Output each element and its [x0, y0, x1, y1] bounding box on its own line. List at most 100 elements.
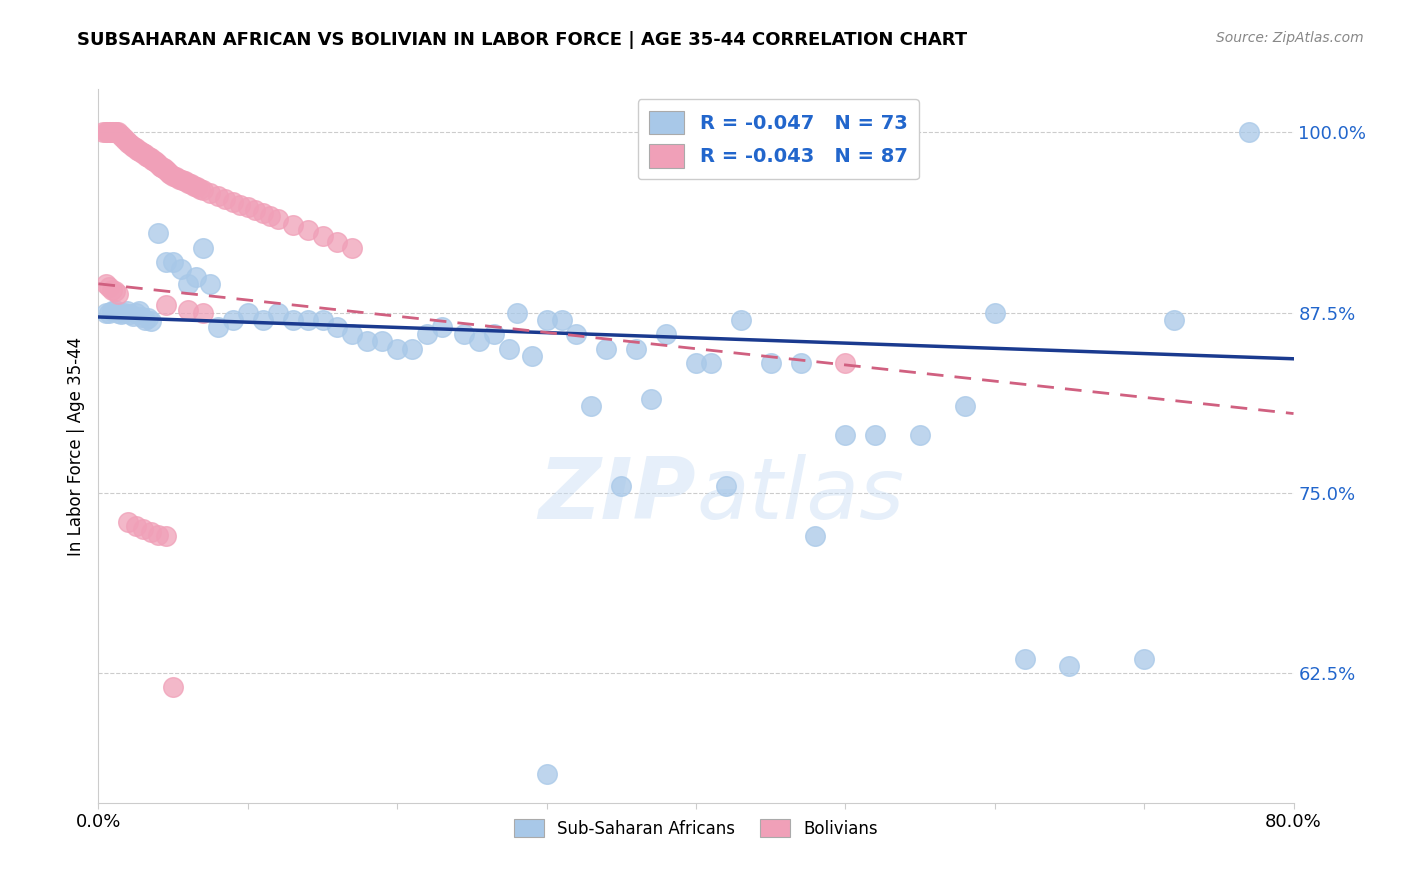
- Point: [97, 306, 120, 320]
- Point: [94, 306, 117, 320]
- Point: [155, 255, 177, 269]
- Point: [356, 334, 378, 349]
- Point: [134, 147, 156, 161]
- Point: [685, 356, 707, 370]
- Point: [115, 304, 138, 318]
- Point: [153, 161, 176, 176]
- Point: [132, 145, 155, 160]
- Point: [326, 235, 349, 249]
- Point: [468, 334, 491, 349]
- Point: [134, 313, 156, 327]
- Point: [141, 153, 163, 167]
- Point: [416, 327, 439, 342]
- Point: [506, 306, 529, 320]
- Point: [127, 143, 149, 157]
- Point: [550, 313, 572, 327]
- Point: [136, 311, 159, 326]
- Point: [1014, 651, 1036, 665]
- Point: [98, 125, 122, 139]
- Point: [865, 428, 887, 442]
- Point: [177, 302, 200, 317]
- Point: [104, 284, 127, 298]
- Point: [125, 519, 148, 533]
- Point: [107, 125, 129, 139]
- Point: [186, 180, 208, 194]
- Point: [125, 141, 148, 155]
- Point: [139, 152, 162, 166]
- Point: [165, 170, 187, 185]
- Point: [143, 154, 166, 169]
- Point: [132, 522, 155, 536]
- Point: [131, 145, 153, 160]
- Point: [148, 157, 170, 171]
- Point: [200, 186, 222, 200]
- Point: [245, 203, 267, 218]
- Point: [112, 131, 135, 145]
- Point: [484, 327, 506, 342]
- Point: [191, 183, 214, 197]
- Point: [984, 306, 1007, 320]
- Point: [1163, 313, 1185, 327]
- Y-axis label: In Labor Force | Age 35-44: In Labor Force | Age 35-44: [66, 336, 84, 556]
- Point: [430, 320, 453, 334]
- Point: [595, 342, 617, 356]
- Point: [180, 178, 202, 192]
- Point: [159, 167, 181, 181]
- Point: [326, 320, 349, 334]
- Point: [105, 125, 128, 139]
- Point: [104, 125, 127, 139]
- Point: [536, 313, 558, 327]
- Point: [640, 392, 662, 406]
- Point: [115, 134, 138, 148]
- Point: [149, 159, 172, 173]
- Point: [453, 327, 475, 342]
- Point: [167, 171, 190, 186]
- Point: [107, 306, 129, 320]
- Point: [103, 125, 125, 139]
- Point: [128, 144, 150, 158]
- Point: [101, 304, 124, 318]
- Point: [229, 197, 252, 211]
- Point: [297, 223, 319, 237]
- Point: [135, 148, 157, 162]
- Point: [700, 356, 723, 370]
- Point: [834, 428, 856, 442]
- Point: [155, 298, 177, 312]
- Point: [714, 478, 737, 492]
- Point: [162, 255, 184, 269]
- Point: [152, 161, 174, 176]
- Point: [311, 313, 333, 327]
- Point: [124, 140, 146, 154]
- Point: [101, 283, 124, 297]
- Point: [155, 529, 177, 543]
- Point: [236, 306, 259, 320]
- Point: [97, 279, 120, 293]
- Point: [138, 150, 160, 164]
- Point: [110, 128, 132, 143]
- Point: [222, 313, 245, 327]
- Point: [281, 218, 304, 232]
- Point: [281, 313, 304, 327]
- Point: [804, 529, 827, 543]
- Point: [214, 192, 236, 206]
- Point: [108, 127, 131, 141]
- Point: [118, 136, 141, 151]
- Point: [188, 182, 211, 196]
- Point: [297, 313, 319, 327]
- Point: [97, 125, 120, 139]
- Point: [759, 356, 782, 370]
- Text: ZIP: ZIP: [538, 454, 696, 538]
- Point: [236, 201, 259, 215]
- Text: Source: ZipAtlas.com: Source: ZipAtlas.com: [1216, 31, 1364, 45]
- Point: [107, 286, 129, 301]
- Point: [177, 176, 200, 190]
- Point: [110, 307, 132, 321]
- Point: [342, 241, 364, 255]
- Point: [311, 229, 333, 244]
- Point: [789, 356, 811, 370]
- Point: [1059, 658, 1081, 673]
- Point: [169, 262, 191, 277]
- Point: [121, 309, 143, 323]
- Point: [162, 169, 184, 183]
- Point: [117, 136, 139, 150]
